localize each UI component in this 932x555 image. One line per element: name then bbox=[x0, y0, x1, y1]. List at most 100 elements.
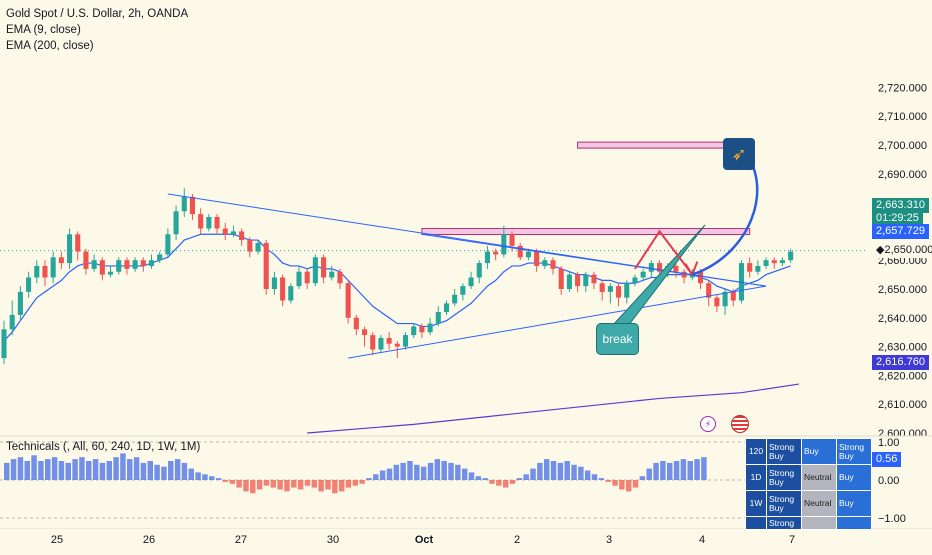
candle-body bbox=[386, 337, 392, 344]
technicals-bar bbox=[441, 461, 447, 480]
rating-cell: Buy bbox=[801, 438, 837, 465]
technicals-bar bbox=[345, 480, 352, 488]
candle-body bbox=[239, 231, 245, 241]
technicals-bar bbox=[557, 462, 564, 480]
technicals-bar bbox=[127, 459, 133, 480]
technicals-bar bbox=[543, 459, 550, 480]
technicals-bar bbox=[448, 462, 454, 480]
technicals-bar bbox=[24, 461, 30, 480]
price-tick-label: 2,640.000 bbox=[878, 313, 927, 325]
resistance-zone bbox=[421, 228, 751, 236]
price-tick-label: 2,610.000 bbox=[878, 399, 927, 411]
technicals-bar bbox=[373, 474, 379, 480]
technicals-bar bbox=[673, 461, 680, 480]
technicals-bar bbox=[352, 480, 359, 486]
rating-cell: Buy bbox=[836, 490, 872, 517]
technicals-bar bbox=[338, 480, 345, 492]
table-row: 120 Strong Buy Buy Strong Buy bbox=[745, 438, 872, 465]
technicals-bar bbox=[537, 462, 543, 480]
candle-body bbox=[402, 335, 409, 347]
price-tick-label: 2,720.000 bbox=[878, 82, 927, 94]
technicals-bar bbox=[393, 464, 400, 480]
technicals-bar bbox=[461, 468, 468, 480]
candle-body bbox=[230, 231, 236, 235]
technicals-bar bbox=[120, 453, 126, 480]
technicals-bar bbox=[475, 476, 482, 480]
technicals-bar bbox=[427, 462, 434, 480]
candle-body bbox=[501, 234, 507, 255]
rating-cell: Strong Buy bbox=[766, 464, 802, 491]
ema-slow-legend[interactable]: EMA (200, close) bbox=[6, 40, 94, 52]
us-flag-event-icon[interactable] bbox=[731, 415, 749, 433]
technicals-bar bbox=[51, 457, 58, 480]
technicals-bar bbox=[256, 480, 263, 490]
candle-body bbox=[517, 245, 523, 258]
candle-body bbox=[427, 323, 433, 333]
technicals-bar bbox=[612, 480, 618, 486]
candle-body bbox=[509, 234, 515, 246]
candle-body bbox=[632, 277, 638, 284]
candle-body bbox=[50, 257, 56, 278]
technicals-bar bbox=[229, 480, 236, 484]
candle-body bbox=[353, 317, 359, 330]
candle-body bbox=[165, 234, 171, 255]
candle-body bbox=[296, 271, 302, 287]
technicals-bar bbox=[86, 461, 92, 480]
time-tick-label: 3 bbox=[606, 534, 612, 546]
candle-body bbox=[460, 286, 466, 295]
technicals-bar bbox=[284, 480, 290, 492]
technicals-bar bbox=[605, 480, 611, 482]
technicals-bar bbox=[291, 480, 297, 488]
technicals-bar bbox=[236, 480, 242, 488]
candle-body bbox=[525, 251, 531, 258]
tf-cell bbox=[745, 516, 767, 530]
price-tick-label: 2,700.000 bbox=[878, 140, 927, 152]
candle-body bbox=[779, 260, 785, 264]
candle-body bbox=[157, 254, 163, 261]
candle-body bbox=[58, 257, 64, 264]
candle-body bbox=[132, 260, 138, 269]
candle-body bbox=[484, 251, 490, 264]
technicals-legend[interactable]: Technicals (, All, 60, 240, 1D, 1W, 1M) bbox=[6, 441, 201, 453]
candle-body bbox=[75, 234, 81, 252]
technicals-bar bbox=[434, 459, 441, 480]
candle-body bbox=[337, 271, 343, 284]
price-tick-label: 2,710.000 bbox=[878, 111, 927, 123]
technicals-bar bbox=[17, 457, 24, 480]
time-tick-label: 4 bbox=[699, 534, 705, 546]
technicals-bar bbox=[632, 480, 639, 488]
technicals-bar bbox=[591, 474, 598, 480]
break-annotation[interactable]: break bbox=[596, 323, 639, 355]
technicals-bar bbox=[680, 459, 687, 480]
candle-body bbox=[255, 242, 261, 252]
time-tick-label: 30 bbox=[327, 534, 339, 546]
technicals-bar bbox=[496, 480, 502, 486]
candle-body bbox=[362, 329, 368, 336]
technicals-bar bbox=[195, 472, 201, 480]
technicals-bar bbox=[530, 468, 536, 480]
candle-body bbox=[67, 234, 73, 264]
candle-body bbox=[304, 271, 310, 284]
technicals-bar bbox=[154, 464, 160, 480]
time-tick-label: 7 bbox=[789, 534, 795, 546]
technicals-bar bbox=[482, 478, 488, 480]
symbol-title[interactable]: Gold Spot / U.S. Dollar, 2h, OANDA bbox=[6, 8, 189, 20]
technicals-bar bbox=[106, 461, 112, 480]
technicals-bar bbox=[509, 480, 516, 484]
rating-cell: Neutral bbox=[801, 490, 837, 517]
technicals-bar bbox=[660, 461, 666, 480]
technicals-bar bbox=[420, 466, 427, 480]
candle-body bbox=[140, 260, 146, 266]
technicals-bar bbox=[564, 461, 570, 480]
technicals-bar bbox=[386, 468, 393, 480]
time-tick-label: 25 bbox=[51, 534, 63, 546]
candle-body bbox=[189, 196, 196, 215]
technicals-bar bbox=[58, 461, 65, 480]
candle-body bbox=[378, 337, 384, 350]
candle-body bbox=[599, 283, 605, 292]
price-tick-label: 2,620.000 bbox=[878, 370, 927, 382]
candle-body bbox=[17, 291, 23, 315]
ema-fast-legend[interactable]: EMA (9, close) bbox=[6, 24, 81, 36]
flash-event-icon[interactable]: ⚡ bbox=[700, 416, 716, 432]
candle-body bbox=[788, 251, 794, 261]
